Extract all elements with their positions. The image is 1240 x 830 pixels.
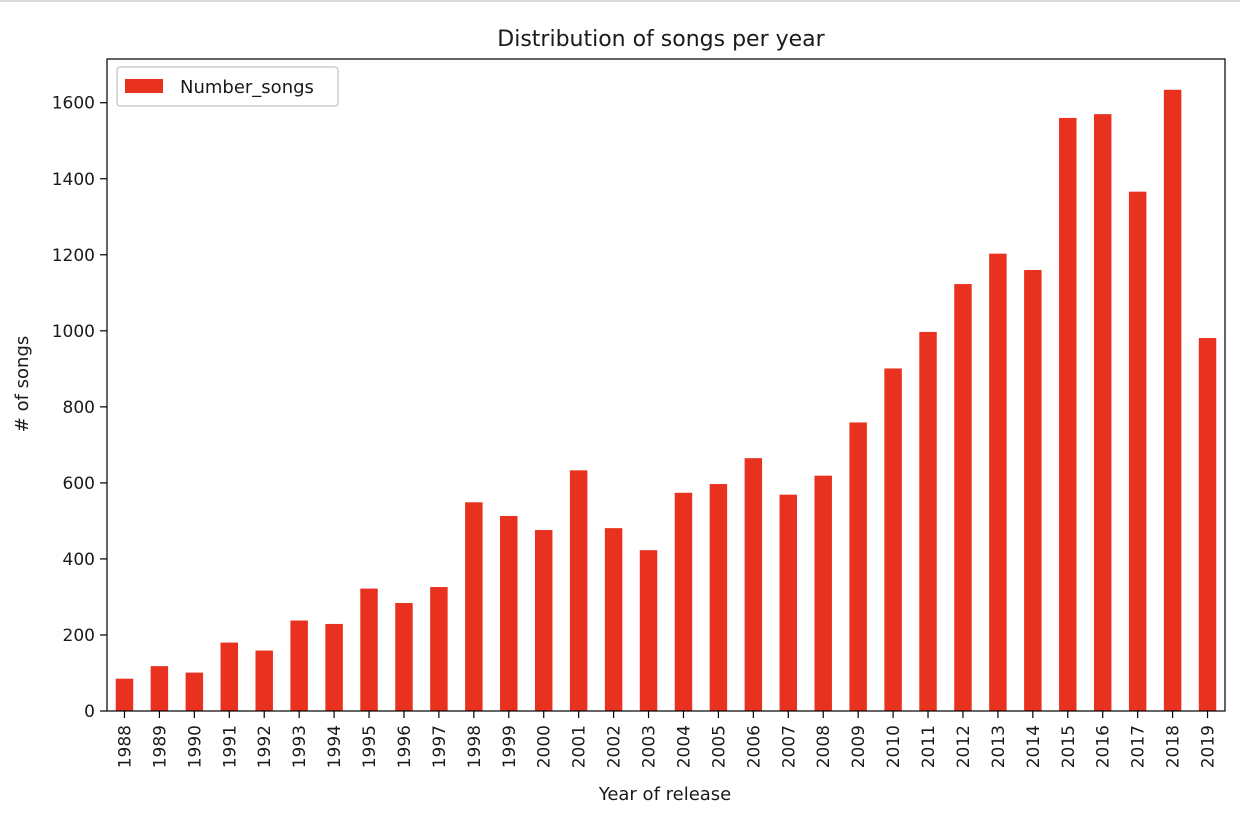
- x-tick-label-2009: 2009: [849, 725, 869, 768]
- x-tick-label-1999: 1999: [500, 725, 520, 768]
- bar-2009: [849, 422, 867, 711]
- x-tick-label-1997: 1997: [430, 725, 450, 768]
- legend: Number_songs: [116, 66, 339, 107]
- x-tick-label-1996: 1996: [395, 725, 415, 768]
- y-tick-label: 400: [63, 550, 95, 570]
- x-tick-label-1993: 1993: [290, 725, 310, 768]
- x-tick-label-2012: 2012: [954, 725, 974, 768]
- bar-2006: [744, 458, 763, 711]
- bars-layer: [115, 89, 1217, 712]
- x-tick-label-2014: 2014: [1024, 725, 1044, 768]
- y-axis-label: # of songs: [12, 336, 33, 432]
- bar-2003: [639, 550, 658, 711]
- x-tick-label-2005: 2005: [709, 725, 729, 768]
- x-tick-label-1994: 1994: [325, 725, 345, 768]
- y-tick-label: 0: [84, 702, 95, 722]
- x-axis-label: Year of release: [598, 784, 732, 805]
- y-tick-label: 1200: [52, 246, 95, 266]
- x-tick-label-1995: 1995: [360, 725, 380, 768]
- x-tick-label-2006: 2006: [744, 725, 764, 768]
- x-tick-label-1998: 1998: [465, 725, 485, 768]
- bar-2014: [1024, 270, 1042, 711]
- bar-1990: [185, 672, 204, 711]
- x-tick-label-1992: 1992: [255, 725, 275, 768]
- bar-2013: [989, 253, 1007, 711]
- bar-2019: [1198, 338, 1217, 711]
- x-tick-label-2008: 2008: [814, 725, 834, 768]
- bar-2007: [779, 494, 798, 711]
- bar-1992: [255, 650, 273, 711]
- bar-2017: [1128, 191, 1147, 711]
- plot-frame: [106, 58, 1226, 712]
- x-tick-label-1990: 1990: [185, 725, 205, 768]
- y-tick-label: 600: [63, 474, 95, 494]
- bar-2018: [1163, 89, 1182, 712]
- legend-swatch-number-songs: [125, 79, 163, 93]
- x-tick-label-2010: 2010: [884, 725, 904, 768]
- bar-2000: [534, 530, 553, 711]
- x-tick-label-2003: 2003: [640, 725, 660, 768]
- bar-1994: [325, 623, 343, 711]
- bar-2011: [919, 331, 937, 711]
- y-tick-label: 1600: [52, 94, 95, 114]
- x-tick-label-2015: 2015: [1059, 725, 1079, 768]
- bar-1988: [115, 678, 134, 711]
- x-tick-label-2000: 2000: [535, 725, 555, 768]
- bar-1998: [465, 502, 483, 711]
- bar-1993: [290, 620, 308, 711]
- x-tick-label-1989: 1989: [150, 725, 170, 768]
- x-tick-label-1991: 1991: [220, 725, 240, 768]
- x-tick-label-2013: 2013: [989, 725, 1009, 768]
- x-tick-label-2004: 2004: [674, 725, 694, 768]
- bar-2005: [709, 484, 728, 711]
- x-tick-label-2019: 2019: [1199, 725, 1219, 768]
- bar-2001: [569, 470, 588, 711]
- x-tick-label-1988: 1988: [115, 725, 135, 768]
- x-tick-label-2002: 2002: [605, 725, 625, 768]
- axes-layer: 0 200 400 600 800 1000 1200 1400 1600 1988 1989 199…: [52, 58, 1226, 768]
- bar-1991: [220, 642, 239, 711]
- bar-2012: [954, 284, 972, 711]
- y-tick-label: 200: [63, 626, 95, 646]
- bar-1995: [360, 588, 378, 711]
- bar-2015: [1059, 117, 1077, 712]
- y-tick-label: 800: [63, 398, 95, 418]
- bar-1999: [500, 515, 518, 711]
- x-tick-label-2011: 2011: [919, 725, 939, 768]
- window-top-border: [0, 0, 1240, 2]
- chart-title: Distribution of songs per year: [497, 27, 825, 52]
- bar-2010: [884, 368, 902, 711]
- y-tick-label: 1400: [52, 170, 95, 190]
- bar-2016: [1093, 114, 1112, 711]
- bar-1996: [395, 603, 413, 711]
- x-tick-label-2017: 2017: [1129, 725, 1149, 768]
- bar-2008: [814, 475, 832, 711]
- bar-2002: [604, 528, 623, 711]
- legend-box: [116, 66, 339, 107]
- legend-label-number-songs: Number_songs: [180, 77, 314, 98]
- y-tick-label: 1000: [52, 322, 95, 342]
- x-tick-label-2016: 2016: [1094, 725, 1114, 768]
- bar-2004: [674, 492, 693, 711]
- bar-1997: [430, 587, 448, 711]
- x-tick-label-2007: 2007: [779, 725, 799, 768]
- bar-1989: [150, 666, 169, 711]
- x-tick-label-2001: 2001: [570, 725, 590, 768]
- x-tick-label-2018: 2018: [1164, 725, 1184, 768]
